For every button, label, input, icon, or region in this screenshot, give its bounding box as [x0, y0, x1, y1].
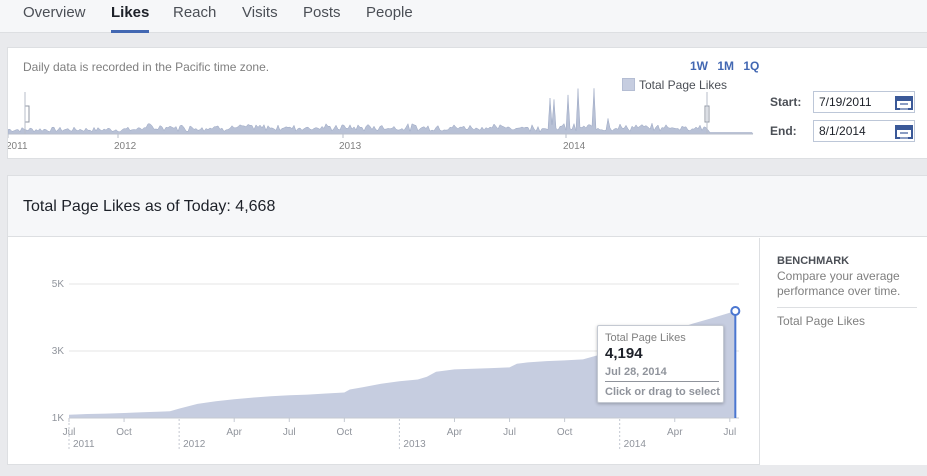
- total-likes-value: 4,668: [235, 198, 276, 215]
- benchmark-total-page-likes[interactable]: Total Page Likes: [777, 314, 866, 328]
- x-year-label: 2013: [403, 439, 426, 450]
- total-likes-card: Total Page Likes as of Today: 4,668 1K 3K…: [7, 175, 927, 465]
- timeline-year-ticks: [8, 134, 567, 138]
- tooltip-value: 4,194: [605, 345, 643, 362]
- start-date-input[interactable]: 7/19/2011: [813, 91, 915, 113]
- tooltip-date: Jul 28, 2014: [605, 366, 667, 378]
- selected-point-marker: [730, 306, 741, 317]
- tooltip-divider: [605, 381, 719, 382]
- total-likes-title: Total Page Likes as of Today:: [23, 198, 231, 215]
- tab-visits[interactable]: Visits: [242, 4, 278, 21]
- chart-legend[interactable]: Total Page Likes: [622, 78, 727, 92]
- card-header: Total Page Likes as of Today: 4,668: [8, 176, 927, 237]
- benchmark-description: Compare your average performance over ti…: [777, 269, 901, 298]
- timeline-year-label: 2012: [114, 141, 137, 152]
- benchmark-title: BENCHMARK: [777, 255, 850, 267]
- timeline-year-label: 2011: [8, 141, 28, 152]
- timeline-year-label: 2013: [339, 141, 362, 152]
- x-tick-label: Oct: [337, 427, 353, 438]
- end-date-input[interactable]: 8/1/2014: [813, 120, 915, 142]
- end-label: End:: [770, 124, 797, 138]
- chart-tooltip: Total Page Likes 4,194 Jul 28, 2014 Clic…: [597, 325, 724, 403]
- calendar-icon[interactable]: [895, 125, 913, 139]
- range-1w-button[interactable]: 1W: [690, 59, 708, 73]
- x-year-label: 2014: [624, 439, 647, 450]
- x-tick-label: Apr: [226, 427, 242, 438]
- x-tick-label: Oct: [557, 427, 573, 438]
- x-tick-label: Jul: [723, 427, 736, 438]
- tab-overview[interactable]: Overview: [23, 4, 86, 21]
- tab-reach[interactable]: Reach: [173, 4, 217, 21]
- tooltip-hint: Click or drag to select: [605, 386, 720, 398]
- x-tick-label: Apr: [667, 427, 683, 438]
- tab-likes[interactable]: Likes: [111, 4, 150, 33]
- range-1m-button[interactable]: 1M: [717, 59, 735, 73]
- x-tick-label: Jul: [503, 427, 516, 438]
- range-1q-button[interactable]: 1Q: [743, 59, 760, 73]
- start-label: Start:: [770, 95, 802, 109]
- timeline-year-label: 2014: [563, 141, 586, 152]
- timezone-note: Daily data is recorded in the Pacific ti…: [23, 60, 270, 74]
- x-year-label: 2011: [73, 439, 95, 450]
- timeline-left-handle[interactable]: [24, 105, 30, 123]
- tab-posts[interactable]: Posts: [303, 4, 341, 21]
- x-tick-label: Jul: [283, 427, 296, 438]
- x-tick-label: Oct: [116, 427, 132, 438]
- range-buttons: 1W 1M 1Q: [690, 59, 765, 73]
- insights-tab-bar: Overview Likes Reach Visits Posts People: [0, 0, 927, 33]
- timeline-activity-area: [8, 88, 754, 135]
- series-area-total-page-likes: [69, 311, 736, 418]
- tab-people[interactable]: People: [366, 4, 413, 21]
- legend-label: Total Page Likes: [639, 78, 728, 92]
- tooltip-label: Total Page Likes: [605, 332, 686, 344]
- y-tick-label: 5K: [52, 279, 65, 290]
- benchmark-divider: [777, 307, 917, 308]
- y-tick-label: 3K: [52, 346, 65, 357]
- date-range-card: Daily data is recorded in the Pacific ti…: [7, 47, 927, 159]
- y-tick-label: 1K: [52, 413, 65, 424]
- timeline-navigator[interactable]: 2011 2012 2013 2014: [8, 86, 758, 160]
- calendar-icon[interactable]: [895, 96, 913, 110]
- page-title: Total Page Likes as of Today: 4,668: [23, 198, 275, 216]
- x-year-label: 2012: [183, 439, 206, 450]
- benchmark-panel: BENCHMARK Compare your average performan…: [759, 238, 927, 465]
- x-tick-label: Apr: [447, 427, 463, 438]
- timeline-activity-spikes: [8, 88, 754, 135]
- legend-swatch: [622, 78, 635, 91]
